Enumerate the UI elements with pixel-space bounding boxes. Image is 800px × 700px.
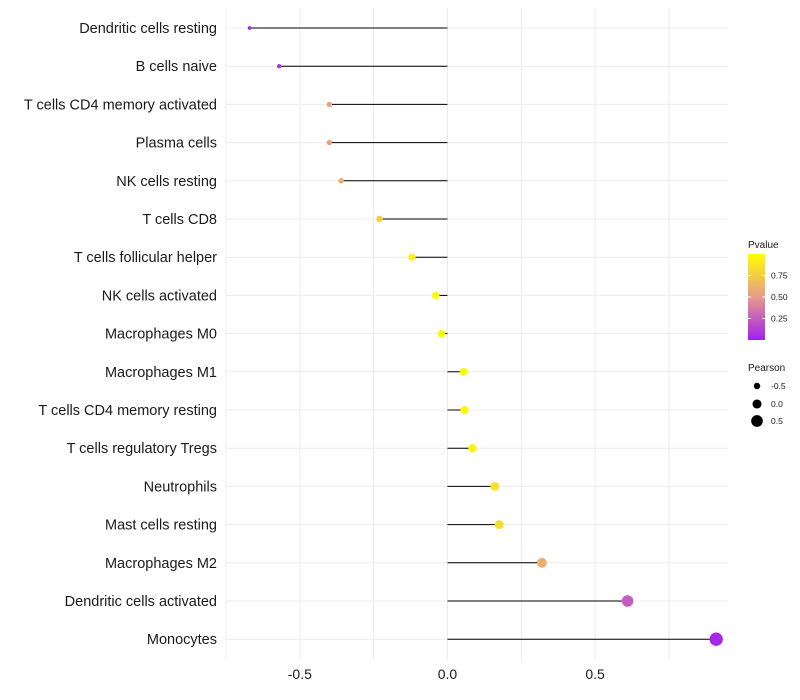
category-label: Neutrophils xyxy=(144,479,217,495)
category-label: T cells regulatory Tregs xyxy=(67,441,217,457)
size-legend-point xyxy=(753,382,761,390)
size-legend-point xyxy=(751,415,763,427)
category-label: Macrophages M0 xyxy=(105,327,217,343)
category-label: NK cells resting xyxy=(116,174,217,190)
point xyxy=(459,367,468,376)
point xyxy=(494,520,504,530)
category-label: B cells naive xyxy=(136,59,217,75)
color-legend-title: Pvalue xyxy=(748,240,779,251)
point xyxy=(247,26,252,30)
category-label: NK cells activated xyxy=(102,288,217,304)
category-label: T cells follicular helper xyxy=(74,250,217,266)
x-tick-label: -0.5 xyxy=(288,666,312,682)
size-legend-title: Pearson xyxy=(748,363,785,374)
point xyxy=(468,444,477,453)
grid xyxy=(225,8,728,660)
category-label: T cells CD4 memory activated xyxy=(24,97,217,113)
category-label: Dendritic cells activated xyxy=(65,594,217,610)
category-label: Plasma cells xyxy=(136,136,217,152)
y-axis-labels: Dendritic cells resting B cells naive T ce… xyxy=(24,21,217,648)
point xyxy=(437,329,446,338)
stems xyxy=(249,27,717,640)
point xyxy=(376,215,383,223)
category-label: Macrophages M2 xyxy=(105,556,217,572)
point xyxy=(326,101,333,108)
point xyxy=(490,481,500,491)
category-label: Macrophages M1 xyxy=(105,365,217,381)
size-legend-point xyxy=(752,399,762,409)
category-label: Mast cells resting xyxy=(105,518,217,534)
size-legend-label: 0.0 xyxy=(771,399,783,409)
point xyxy=(709,632,723,646)
category-label: Monocytes xyxy=(147,632,217,648)
color-legend-bar xyxy=(748,254,765,340)
color-legend-label: 0.25 xyxy=(771,314,788,324)
point xyxy=(537,557,547,568)
category-label: T cells CD4 memory resting xyxy=(38,403,217,419)
x-tick-label: 0.0 xyxy=(438,666,458,682)
point xyxy=(408,253,416,261)
category-label: T cells CD8 xyxy=(142,212,217,228)
legend: Pvalue Pearson 0.25 0.50 0.75 -0.5 0.0 0.5 xyxy=(748,240,788,427)
category-label: Dendritic cells resting xyxy=(79,21,217,37)
point xyxy=(276,64,282,69)
point xyxy=(326,139,333,146)
color-legend-label: 0.50 xyxy=(771,292,788,302)
point xyxy=(338,177,344,184)
size-legend-label: -0.5 xyxy=(771,381,786,391)
points xyxy=(247,26,723,646)
size-legend-label: 0.5 xyxy=(771,416,783,426)
point xyxy=(431,291,440,300)
color-legend-label: 0.75 xyxy=(771,271,788,281)
x-axis-labels: -0.5 0.0 0.5 xyxy=(288,666,605,682)
x-tick-label: 0.5 xyxy=(585,666,605,682)
point xyxy=(621,595,634,607)
point xyxy=(460,405,469,415)
